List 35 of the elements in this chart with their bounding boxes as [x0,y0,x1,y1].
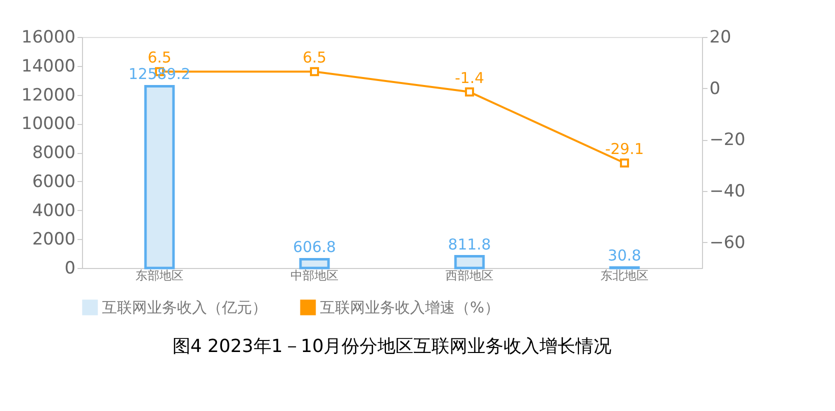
data-label: -29.1 [605,140,644,158]
x-tick-label: 东北地区 [600,268,648,282]
data-label: -1.4 [454,68,484,87]
y2-tick-label: 20 [710,28,732,48]
point [310,67,320,76]
data-label: 6.5 [302,48,326,67]
x-tick-label: 中部地区 [290,268,338,282]
y-tick-label: 14000 [21,56,76,76]
data-label: 606.8 [293,238,336,256]
bar [454,255,485,270]
text: 图4 2023年1－10月份分地区互联网业务收入增长情况 [172,336,612,357]
legend-label: 互联网业务收入（亿元） [102,298,267,316]
data-label: 811.8 [448,235,491,254]
x-tick-label: 东部地区 [136,268,184,282]
y-tick-label: 2000 [32,230,76,250]
y-tick-label: 10000 [21,114,76,134]
data-label: 12589.2 [128,65,191,84]
y-tick-label: 8000 [32,143,76,163]
bar [144,84,175,270]
data-label: 6.5 [148,48,172,67]
y-tick-label: 4000 [32,200,76,221]
bar [299,258,330,270]
y-tick-label: 0 [64,258,76,278]
data-label: 30.8 [608,246,642,265]
y-tick-label: 12000 [21,85,76,106]
y-tick-label: 16000 [21,28,76,48]
y2-tick-label: −20 [710,130,746,150]
legend-label: 互联网业务收入增速（%） [320,298,500,316]
y2-tick-label: 0 [710,78,720,99]
point [464,87,474,96]
y2-tick-label: −40 [710,182,746,202]
point [620,158,630,168]
y2-tick-label: −60 [710,232,746,253]
x-tick-label: 西部地区 [446,268,494,282]
y-tick-label: 6000 [32,172,76,192]
